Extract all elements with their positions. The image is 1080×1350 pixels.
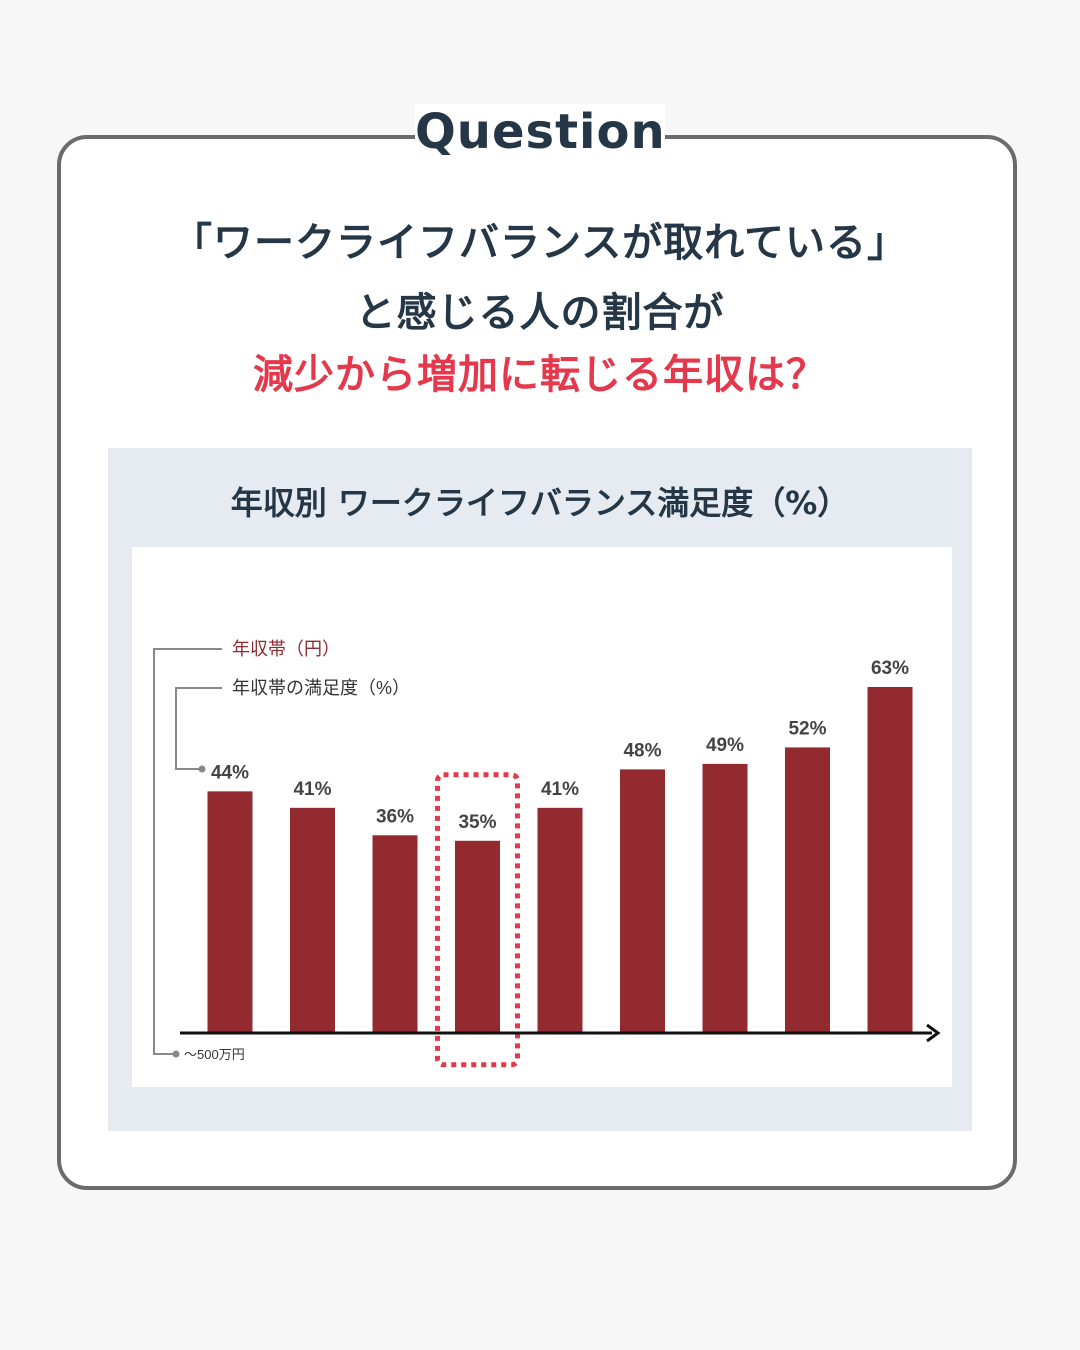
bar-value-label-3: 36% xyxy=(376,806,414,827)
bar-2 xyxy=(290,807,335,1033)
bar-8 xyxy=(785,747,830,1033)
legend-dot-value xyxy=(198,765,206,773)
bar-6 xyxy=(620,769,665,1033)
first-category-label: 〜500万円 xyxy=(184,1047,245,1062)
bar-5 xyxy=(537,807,583,1033)
legend-connector-value xyxy=(175,687,222,770)
bar-value-label-5: 41% xyxy=(541,779,579,800)
legend-band-label: 年収帯（円） xyxy=(232,639,340,659)
legend-dot-band xyxy=(172,1050,180,1058)
bar-value-label-1: 44% xyxy=(211,762,249,783)
bar-value-label-7: 49% xyxy=(706,735,744,756)
chart-plot-area: 年収帯（円） 年収帯の満足度（%） 〜500万円 44% 41% 36% 35% 41%… xyxy=(132,547,952,1087)
headline-line-3: 減少から増加に転じる年収は？ xyxy=(253,352,827,398)
bar-value-label-8: 52% xyxy=(788,718,826,739)
question-badge: Question xyxy=(415,104,666,160)
bar-value-label-4: 35% xyxy=(458,812,496,833)
bar-1 xyxy=(207,791,253,1033)
legend-value-label: 年収帯の満足度（%） xyxy=(232,678,410,698)
bar-9 xyxy=(867,687,913,1033)
highlight-box xyxy=(435,772,520,1068)
bar-value-label-6: 48% xyxy=(623,740,661,761)
headline-line-2: と感じる人の割合が xyxy=(355,290,725,336)
bar-3 xyxy=(372,835,418,1033)
headline-line-1: 「ワークライフバランスが取れている」 xyxy=(172,220,908,266)
bar-7 xyxy=(702,763,748,1033)
bar-series: 44% 41% 36% 35% 41% 48% 49% 52% 63% xyxy=(207,658,913,1068)
x-axis-arrow-icon xyxy=(926,1023,941,1043)
bar-value-label-2: 41% xyxy=(293,779,331,800)
chart-legend: 年収帯（円） 年収帯の満足度（%） 〜500万円 xyxy=(153,639,410,1062)
bar-chart: 年収帯（円） 年収帯の満足度（%） 〜500万円 44% 41% 36% 35% 41%… xyxy=(153,639,941,1068)
chart-title: 年収別 ワークライフバランス満足度（%） xyxy=(230,484,850,522)
bar-value-label-9: 63% xyxy=(871,658,909,679)
legend-connector-band xyxy=(153,648,222,1055)
bar-4 xyxy=(455,840,500,1033)
